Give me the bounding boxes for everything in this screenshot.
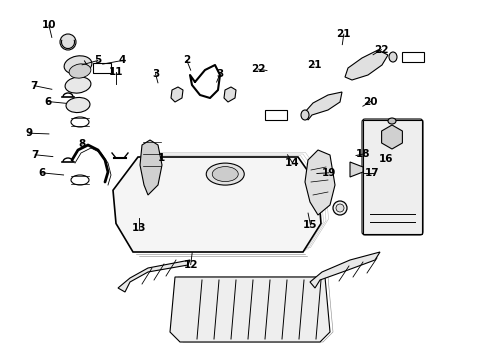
Text: 3: 3 (216, 69, 223, 79)
Text: 16: 16 (378, 154, 393, 164)
Polygon shape (381, 125, 402, 149)
FancyBboxPatch shape (264, 110, 286, 120)
FancyBboxPatch shape (361, 119, 422, 235)
Polygon shape (345, 50, 387, 80)
Polygon shape (118, 260, 190, 292)
Ellipse shape (212, 167, 238, 181)
Text: 14: 14 (285, 158, 299, 168)
FancyBboxPatch shape (93, 63, 111, 73)
Text: 22: 22 (373, 45, 388, 55)
Text: 2: 2 (183, 55, 190, 66)
Text: 10: 10 (41, 20, 56, 30)
Polygon shape (305, 150, 334, 215)
Text: 18: 18 (355, 149, 369, 159)
Text: 15: 15 (303, 220, 317, 230)
Text: 21: 21 (336, 29, 350, 39)
Text: 12: 12 (183, 260, 198, 270)
Text: 20: 20 (363, 96, 377, 107)
Text: 6: 6 (44, 96, 51, 107)
Text: 21: 21 (306, 60, 321, 70)
FancyBboxPatch shape (401, 52, 423, 62)
Polygon shape (170, 277, 329, 342)
Circle shape (60, 34, 76, 50)
Text: 17: 17 (365, 168, 379, 178)
Ellipse shape (64, 56, 92, 74)
Text: 7: 7 (31, 150, 39, 160)
Text: 11: 11 (108, 67, 123, 77)
Ellipse shape (66, 98, 90, 113)
Polygon shape (140, 140, 162, 195)
Circle shape (335, 204, 343, 212)
Text: 22: 22 (250, 64, 265, 74)
Polygon shape (113, 157, 320, 252)
Ellipse shape (69, 64, 91, 78)
Text: 8: 8 (79, 139, 85, 149)
Polygon shape (349, 162, 362, 177)
Ellipse shape (65, 77, 91, 93)
Ellipse shape (388, 52, 396, 62)
Text: 5: 5 (94, 55, 101, 66)
Circle shape (332, 201, 346, 215)
Text: 1: 1 (158, 153, 164, 163)
Text: 7: 7 (30, 81, 38, 91)
Ellipse shape (206, 163, 244, 185)
Bar (362, 120, 421, 234)
Text: 3: 3 (152, 69, 159, 79)
Ellipse shape (301, 110, 308, 120)
Text: 9: 9 (26, 128, 33, 138)
Polygon shape (171, 87, 183, 102)
Text: 13: 13 (132, 222, 146, 233)
Text: 6: 6 (38, 168, 45, 178)
Polygon shape (305, 92, 341, 120)
Polygon shape (224, 87, 236, 102)
Polygon shape (309, 252, 379, 288)
Text: 19: 19 (321, 168, 335, 178)
Text: 4: 4 (118, 55, 126, 66)
Ellipse shape (387, 118, 395, 124)
